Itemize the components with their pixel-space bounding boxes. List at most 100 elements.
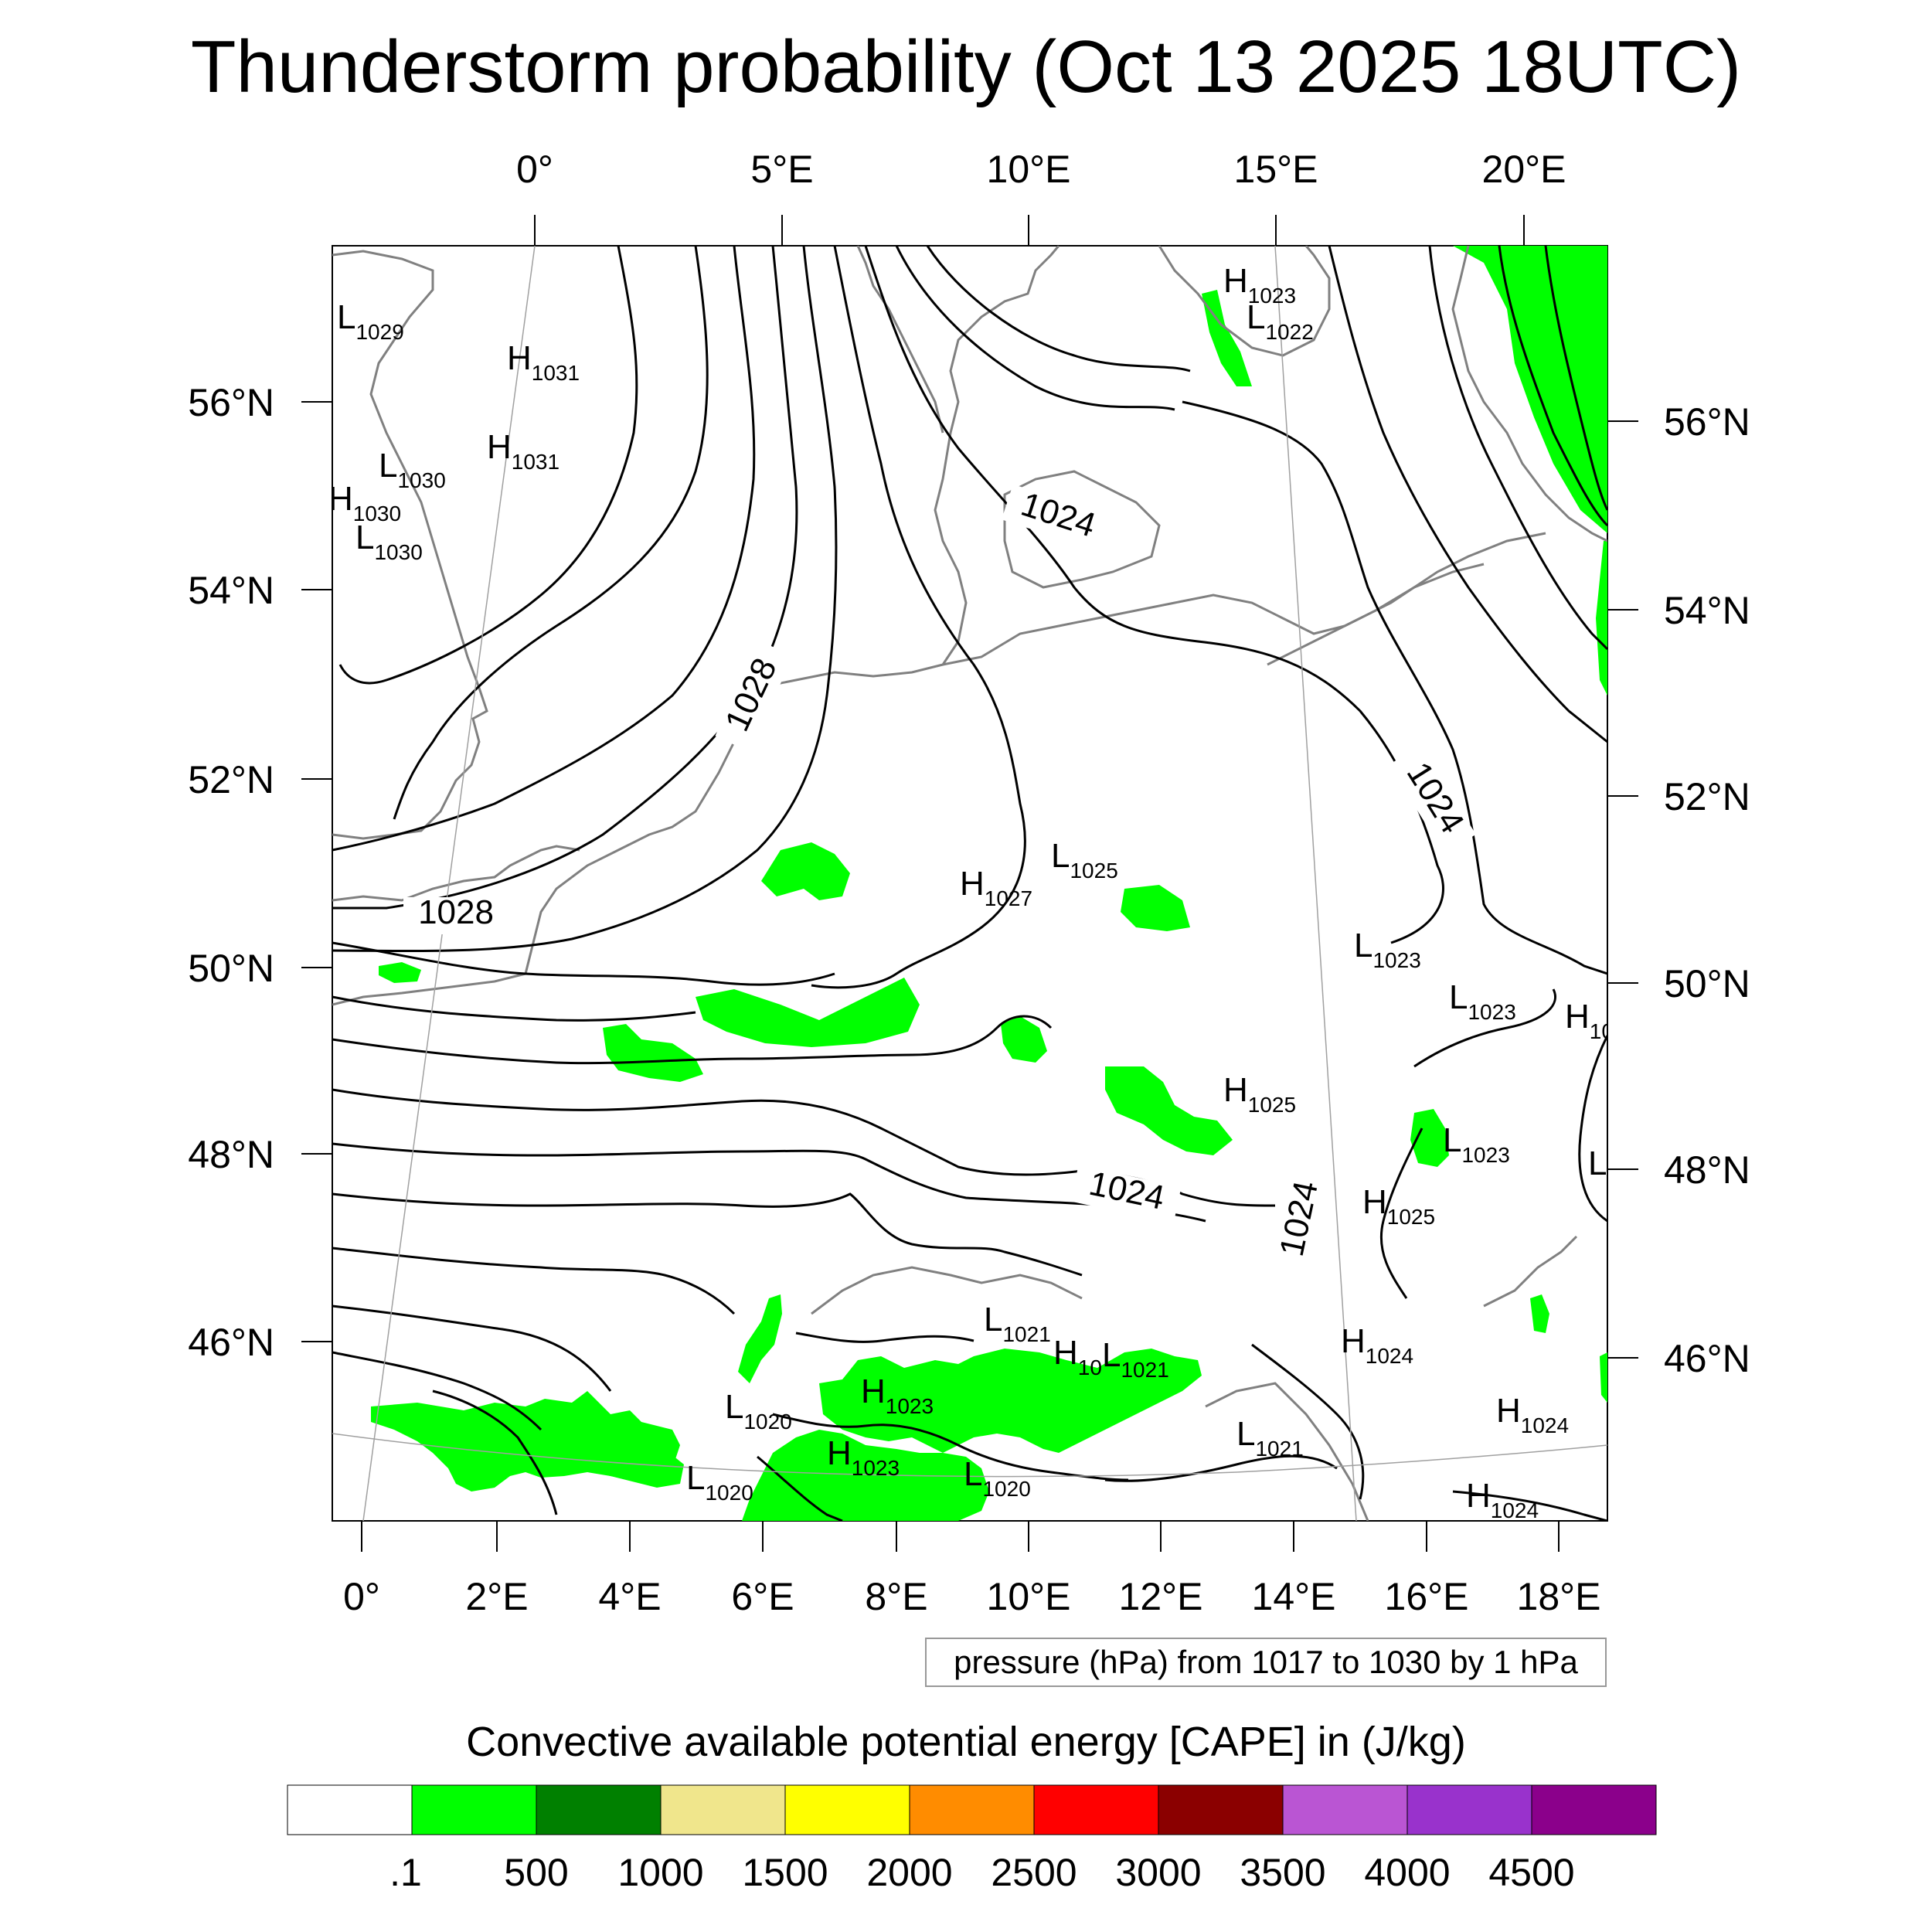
tick-right — [1607, 420, 1638, 1359]
colorbar: .1 500 1000 1500 2000 2500 3000 3500 4000 4500 — [287, 1784, 1657, 1894]
lat-label-left: 46°N — [188, 1321, 274, 1364]
isobar — [332, 246, 756, 852]
cape-patch — [572, 1437, 684, 1488]
colorbar-swatch — [287, 1784, 413, 1835]
lat-label-left: 50°N — [188, 947, 274, 990]
colorbar-label: 1500 — [742, 1851, 828, 1894]
lat-label-right: 50°N — [1664, 962, 1750, 1005]
lon-label-bottom: 14°E — [1252, 1575, 1336, 1618]
isobar — [1578, 1035, 1607, 1223]
isobar — [1452, 1490, 1607, 1521]
high-pressure-label: H1024 — [1341, 1322, 1413, 1368]
lon-label-bottom: 4°E — [598, 1575, 661, 1618]
low-pressure-label: L1021 — [984, 1301, 1051, 1346]
border-line — [1267, 532, 1546, 666]
lon-label-bottom: 6°E — [731, 1575, 794, 1618]
coastlines — [332, 246, 1607, 1521]
tick-left — [301, 401, 332, 1342]
colorbar-label: 4500 — [1488, 1851, 1574, 1894]
colorbar-swatch — [1531, 1784, 1657, 1835]
isobar-label: 1028 — [418, 893, 494, 931]
colorbar-swatch — [660, 1784, 786, 1835]
pressure-centers: L1029H1031H1031L1030H1030L1030H1023L1022… — [328, 262, 1614, 1522]
lat-label-left: 56°N — [188, 381, 274, 424]
low-pressure-label: L1020 — [964, 1455, 1031, 1501]
isobar — [1498, 246, 1607, 527]
isobar — [332, 941, 835, 986]
top-lon-labels: 0° 5°E 10°E 15°E 20°E — [516, 148, 1566, 191]
tick-marks — [301, 215, 1638, 1552]
lat-label-right: 52°N — [1664, 775, 1750, 818]
meridian-0 — [362, 246, 536, 1521]
colorbar-label: .1 — [389, 1851, 422, 1894]
low-pressure-label: L1025 — [1051, 837, 1118, 883]
lon-label-bottom: 12°E — [1119, 1575, 1203, 1618]
coastline-sweden — [1158, 246, 1331, 357]
isobar — [332, 1015, 1053, 1065]
lon-label-bottom: 0° — [343, 1575, 380, 1618]
graticule — [332, 246, 1607, 1521]
isobar — [772, 1413, 1129, 1481]
lon-label-bottom: 8°E — [865, 1575, 927, 1618]
high-pressure-label: H1024 — [1496, 1392, 1569, 1437]
lat-label-right: 56°N — [1664, 400, 1750, 444]
low-pressure-label: L1030 — [379, 447, 446, 492]
isobar — [332, 246, 838, 953]
coastline-baltic-east — [1451, 246, 1607, 543]
cape-patch — [761, 842, 850, 900]
low-pressure-label: L1023 — [1443, 1121, 1510, 1167]
coastline-jutland — [856, 246, 944, 434]
isobar — [432, 1389, 558, 1515]
tick-top — [534, 215, 1525, 246]
meridian-15e — [1274, 246, 1357, 1521]
isobar — [393, 246, 709, 820]
high-pressure-label: H10 — [1053, 1334, 1102, 1379]
cape-patch — [1600, 1352, 1607, 1403]
isobar — [332, 995, 696, 1022]
high-pressure-label: H1025 — [1223, 1071, 1296, 1117]
high-pressure-label: H1023 — [827, 1434, 900, 1480]
high-pressure-label: H1030 — [328, 480, 401, 526]
lon-label-top: 5°E — [750, 148, 813, 191]
lon-label-top: 20°E — [1482, 148, 1566, 191]
high-pressure-label: H1024 — [1466, 1477, 1539, 1522]
colorbar-swatch — [1033, 1784, 1159, 1835]
isobar — [1251, 1343, 1365, 1500]
colorbar-swatch — [536, 1784, 662, 1835]
coastline-channel — [332, 972, 526, 1006]
isobar — [895, 246, 1175, 411]
isobar — [1379, 1128, 1423, 1299]
high-pressure-label: H1031 — [487, 428, 560, 474]
cape-patch — [1530, 1294, 1549, 1333]
high-pressure-label: H10 — [1565, 998, 1614, 1043]
lat-label-left: 48°N — [188, 1133, 274, 1176]
cape-patch — [696, 978, 920, 1047]
cape-patch — [1001, 1016, 1047, 1063]
isobar — [1428, 246, 1607, 651]
colorbar-swatch — [1406, 1784, 1532, 1835]
low-pressure-label: L1023 — [1449, 978, 1516, 1024]
lat-label-left: 54°N — [188, 569, 274, 612]
cape-patch — [1121, 885, 1190, 931]
colorbar-label: 4000 — [1364, 1851, 1450, 1894]
lon-label-bottom: 2°E — [465, 1575, 528, 1618]
cape-patch — [738, 1294, 782, 1383]
cape-patch — [1410, 1109, 1449, 1167]
lon-label-top: 15°E — [1234, 148, 1318, 191]
colorbar-swatch — [784, 1784, 910, 1835]
low-pressure-label: L1030 — [355, 519, 423, 564]
tick-bottom — [361, 1521, 1560, 1552]
low-pressure-label: L1029 — [337, 298, 404, 344]
cape-patch — [1596, 541, 1607, 696]
coastline-adriatic — [1205, 1382, 1369, 1521]
low-pressure-label: L1021 — [1236, 1415, 1304, 1461]
isobar — [1544, 246, 1607, 511]
isobar — [332, 1304, 612, 1392]
coastline-continent — [524, 246, 1060, 975]
low-pressure-label: L1021 — [1102, 1336, 1169, 1382]
low-pressure-label: L1023 — [1354, 927, 1421, 972]
colorbar-title: Convective available potential energy [C… — [466, 1719, 1466, 1765]
high-pressure-label: H1031 — [507, 339, 580, 385]
high-pressure-label: H1025 — [1362, 1183, 1435, 1229]
